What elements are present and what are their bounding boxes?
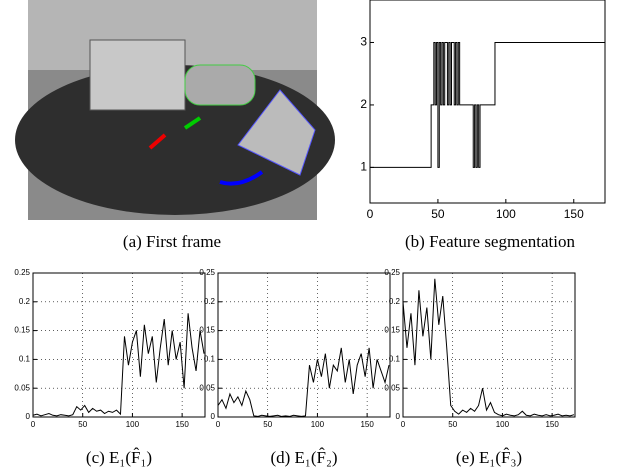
x-tick-label: 150: [360, 420, 374, 429]
x-tick-label: 150: [564, 207, 584, 221]
x-tick-label: 50: [263, 420, 272, 429]
caption: (c) E₁(F̂₁): [86, 448, 152, 467]
x-tick-label: 0: [216, 420, 221, 429]
x-tick-label: 100: [311, 420, 325, 429]
caption: (a) First frame: [123, 232, 221, 251]
y-tick-label: 0.05: [384, 383, 400, 392]
y-tick-label: 0.15: [199, 326, 215, 335]
axes-box: [218, 273, 390, 417]
axes-box: [403, 273, 575, 417]
y-tick-label: 3: [360, 35, 367, 49]
y-tick-label: 0.25: [199, 268, 215, 277]
figure: (a) First frame 1 2 3 0 50 100 150 (b) Feature …: [0, 0, 625, 473]
caption: (b) Feature segmentation: [405, 232, 575, 251]
x-tick-label: 50: [431, 207, 445, 221]
y-tick-label: 0.15: [14, 326, 30, 335]
y-tick-label: 2: [360, 97, 367, 111]
photo: [15, 0, 335, 220]
x-tick-label: 0: [367, 207, 374, 221]
y-tick-label: 1: [360, 160, 367, 174]
y-tick-label: 0.1: [19, 355, 31, 364]
x-tick-label: 150: [545, 420, 559, 429]
x-tick-label: 50: [448, 420, 457, 429]
x-tick-label: 0: [401, 420, 406, 429]
y-tick-label: 0.2: [204, 297, 216, 306]
y-tick-label: 0.1: [389, 355, 401, 364]
x-tick-label: 100: [496, 207, 516, 221]
x-tick-label: 100: [126, 420, 140, 429]
axes-box: [370, 0, 605, 203]
y-tick-label: 0.25: [384, 268, 400, 277]
x-tick-label: 150: [175, 420, 189, 429]
caption: (d) E₁(F̂₂): [270, 448, 337, 467]
y-tick-label: 0.25: [14, 268, 30, 277]
y-tick-label: 0.2: [389, 297, 401, 306]
x-tick-label: 0: [31, 420, 36, 429]
y-tick-label: 0.15: [384, 326, 400, 335]
y-tick-label: 0.05: [14, 383, 30, 392]
caption: (e) E₁(F̂₃): [456, 448, 522, 467]
y-tick-label: 0.2: [19, 297, 31, 306]
y-tick-label: 0.1: [204, 355, 216, 364]
x-tick-label: 100: [496, 420, 510, 429]
y-tick-label: 0.05: [199, 383, 215, 392]
x-tick-label: 50: [78, 420, 87, 429]
